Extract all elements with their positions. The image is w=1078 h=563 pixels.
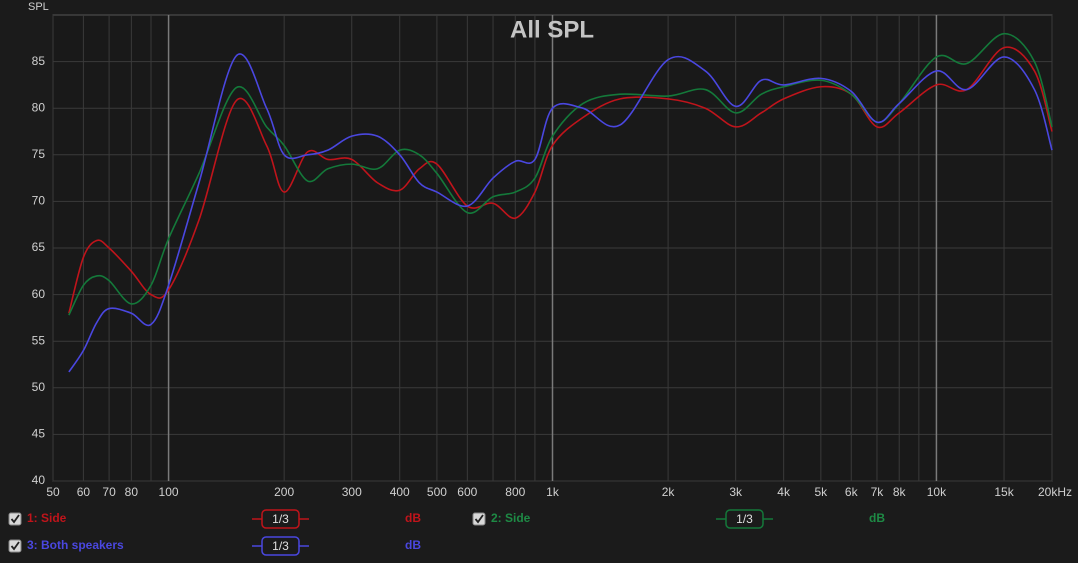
smoothing-box[interactable]: [725, 509, 764, 529]
smoothing-box[interactable]: [261, 509, 300, 529]
x-tick-label: 5k: [815, 485, 829, 499]
x-tick-label: 20kHz: [1038, 485, 1072, 499]
y-tick-label: 85: [32, 54, 46, 68]
x-tick-label: 4k: [777, 485, 791, 499]
x-tick-label: 10k: [927, 485, 947, 499]
x-tick-label: 15k: [994, 485, 1014, 499]
x-tick-label: 200: [274, 485, 294, 499]
smoothing-label[interactable]: 1/3: [272, 539, 289, 553]
smoothing-box[interactable]: [261, 536, 300, 556]
y-tick-label: 55: [32, 333, 46, 347]
unit-label: dB: [869, 511, 885, 525]
x-tick-label: 500: [427, 485, 447, 499]
x-tick-label: 50: [46, 485, 60, 499]
y-axis-label: SPL: [28, 1, 49, 13]
checkmark: [10, 514, 20, 524]
y-tick-label: 70: [32, 194, 46, 208]
legend-checkbox[interactable]: [8, 539, 22, 553]
grid: [52, 15, 1053, 482]
x-tick-label: 2k: [662, 485, 676, 499]
x-tick-label: 100: [159, 485, 179, 499]
x-tick-label: 800: [505, 485, 525, 499]
legend-name[interactable]: 1: Side: [27, 511, 67, 525]
legend-name[interactable]: 3: Both speakers: [27, 538, 124, 552]
y-tick-label: 60: [32, 287, 46, 301]
x-tick-label: 600: [457, 485, 477, 499]
x-tick-label: 80: [125, 485, 139, 499]
y-tick-label: 50: [32, 380, 46, 394]
x-tick-label: 8k: [893, 485, 907, 499]
x-tick-label: 400: [390, 485, 410, 499]
smoothing-label[interactable]: 1/3: [272, 512, 289, 526]
curves: [68, 32, 1053, 373]
checkmark: [474, 514, 484, 524]
legend-checkbox[interactable]: [8, 512, 22, 526]
spl-curve: [68, 46, 1053, 314]
unit-label: dB: [405, 538, 421, 552]
x-tick-label: 300: [342, 485, 362, 499]
x-tick-label: 6k: [845, 485, 859, 499]
y-tick-label: 45: [32, 427, 46, 441]
checkmark: [10, 541, 20, 551]
x-tick-label: 70: [102, 485, 116, 499]
spl-curve: [68, 53, 1053, 373]
x-tick-label: 1k: [546, 485, 560, 499]
legend-checkbox[interactable]: [472, 512, 486, 526]
x-tick-label: 60: [77, 485, 91, 499]
y-tick-label: 80: [32, 100, 46, 114]
x-tick-label: 3k: [729, 485, 743, 499]
chart-title: All SPL: [510, 16, 594, 43]
legend: 1: Side 1/3 dB 2: Side 1/3 dB 3: Both speakers…: [8, 509, 885, 556]
smoothing-label[interactable]: 1/3: [736, 512, 753, 526]
legend-name[interactable]: 2: Side: [491, 511, 531, 525]
x-tick-label: 7k: [871, 485, 885, 499]
y-tick-label: 40: [32, 473, 46, 487]
y-tick-label: 65: [32, 240, 46, 254]
y-tick-label: 75: [32, 147, 46, 161]
unit-label: dB: [405, 511, 421, 525]
